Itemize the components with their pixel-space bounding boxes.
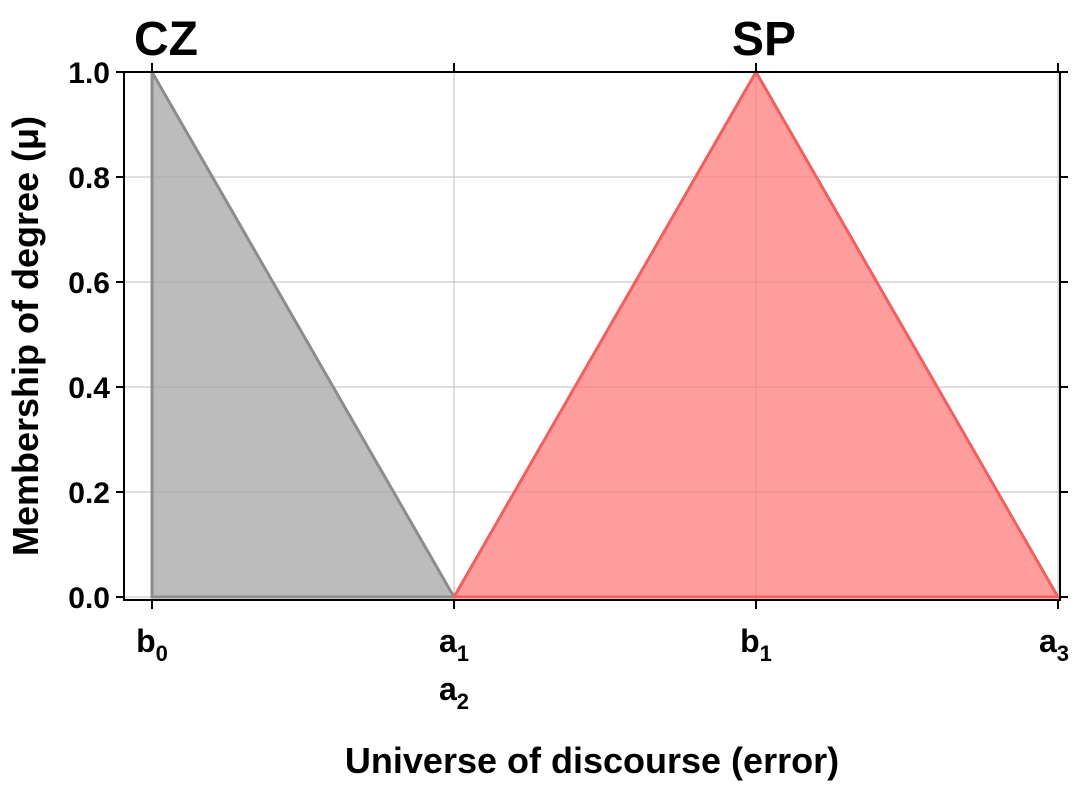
x-tick-label: b0	[136, 623, 168, 666]
y-tick-label: 1.0	[68, 57, 110, 90]
axis-ticks	[116, 63, 1068, 609]
y-tick-label: 0.6	[68, 267, 110, 300]
series-labels: CZ SP	[134, 13, 796, 66]
x-tick-labels: b0 a1 b1 a3 a2	[136, 623, 1069, 714]
plot-frame	[123, 71, 1061, 601]
y-axis-label: Membership of degree (μ)	[5, 116, 46, 556]
y-tick-label: 0.0	[68, 582, 110, 615]
y-tick-label: 0.4	[68, 372, 110, 405]
x-tick-label: a1	[439, 623, 469, 666]
x-tick-label: a3	[1039, 623, 1069, 666]
y-tick-labels: 0.0 0.2 0.4 0.6 0.8 1.0	[68, 57, 110, 615]
area-cz	[150, 70, 456, 599]
area-sp	[452, 70, 1060, 599]
series-label-cz: CZ	[134, 13, 198, 66]
y-tick-label: 0.8	[68, 162, 110, 195]
x-tick-label: b1	[740, 623, 772, 666]
membership-areas	[150, 70, 1060, 599]
y-tick-label: 0.2	[68, 477, 110, 510]
x-axis-label: Universe of discourse (error)	[345, 740, 839, 781]
x-tick-label-secondary: a2	[439, 671, 469, 714]
series-label-sp: SP	[732, 13, 796, 66]
